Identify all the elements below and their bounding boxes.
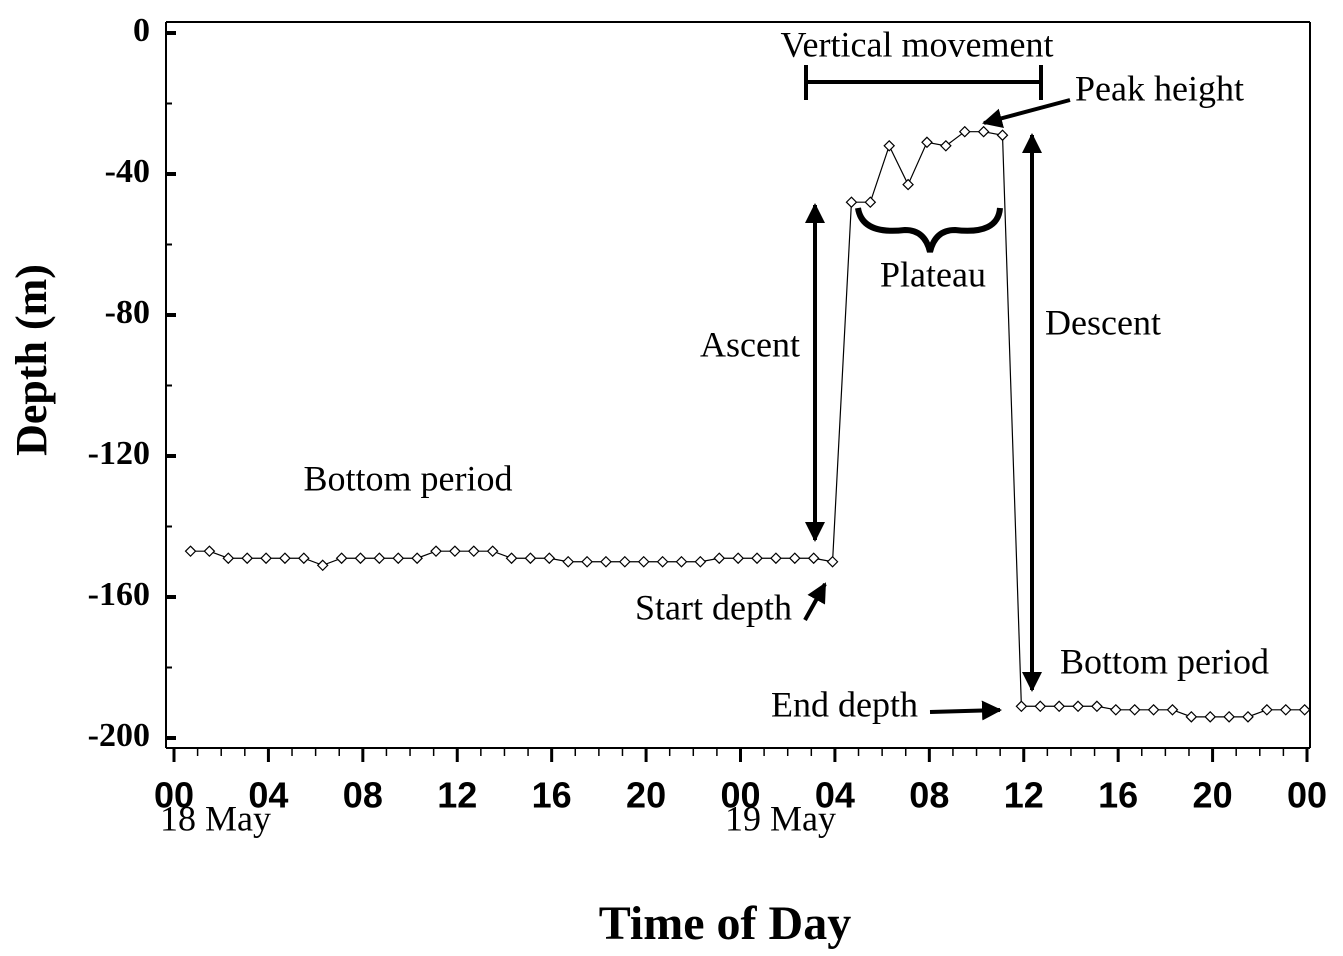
y-tick-label: -40	[105, 153, 150, 190]
y-tick-label: -160	[88, 576, 150, 613]
data-point	[1109, 703, 1122, 716]
data-point	[826, 555, 839, 568]
y-tick-label: -120	[88, 435, 150, 472]
x-tick-label: 00	[1287, 775, 1327, 816]
y-tick-label: -80	[105, 294, 150, 331]
data-point	[618, 555, 631, 568]
annotation: Vertical movement	[781, 24, 1054, 64]
y-axis-label: Depth (m)	[7, 264, 56, 456]
data-point	[1034, 700, 1047, 713]
data-point	[788, 552, 801, 565]
data-line	[190, 131, 1305, 718]
data-point	[1185, 711, 1198, 723]
data-point	[940, 139, 952, 152]
data-point	[977, 125, 990, 138]
data-point	[1091, 700, 1103, 713]
data-point	[958, 125, 971, 138]
x-tick-label: 16	[1098, 775, 1138, 816]
data-point	[260, 552, 272, 565]
annotation: Bottom period	[1060, 641, 1269, 681]
data-point	[1015, 700, 1028, 713]
annotation: Bottom period	[304, 458, 513, 498]
data-point	[883, 139, 896, 152]
data-point	[222, 552, 235, 565]
data-point	[1072, 700, 1084, 713]
data-point	[297, 552, 310, 565]
annotation: End depth	[771, 684, 918, 724]
data-point	[486, 545, 499, 558]
x-tick-label: 04	[815, 775, 855, 816]
x-tick-label: 16	[532, 775, 572, 816]
data-point	[1128, 703, 1141, 716]
data-point	[694, 555, 707, 568]
data-point	[637, 555, 650, 568]
annotation: Start depth	[635, 587, 792, 627]
data-point	[562, 555, 575, 568]
data-point	[543, 552, 556, 565]
y-tick-label: -200	[88, 717, 150, 754]
data-point	[430, 545, 442, 558]
x-tick-label: 08	[343, 775, 383, 816]
data-point	[713, 552, 726, 565]
annotation: Ascent	[700, 324, 800, 364]
x-tick-label: 12	[437, 775, 477, 816]
date-label: 19 May	[725, 798, 836, 838]
data-point	[770, 552, 782, 565]
data-point	[675, 555, 688, 568]
data-point	[279, 552, 291, 565]
data-point	[392, 552, 405, 565]
date-label: 18 May	[160, 798, 271, 838]
data-point	[241, 552, 254, 565]
frame	[165, 21, 1311, 749]
x-tick-label: 20	[1193, 775, 1233, 816]
data-point	[1053, 700, 1066, 713]
x-tick-label: 12	[1004, 775, 1044, 816]
data-point	[1242, 711, 1254, 723]
data-point	[316, 559, 329, 572]
data-point	[373, 552, 386, 565]
data-point	[335, 552, 348, 565]
data-point	[902, 178, 914, 191]
data-point	[1298, 703, 1311, 716]
data-point	[845, 196, 858, 209]
data-point	[1261, 703, 1273, 716]
annotation-shapes	[803, 65, 1071, 721]
data-point	[732, 552, 744, 565]
data-point	[1279, 703, 1292, 716]
x-tick-label: 00	[720, 775, 760, 816]
data-point	[203, 545, 216, 558]
data-point	[751, 552, 763, 565]
data-point	[921, 136, 933, 149]
x-axis-label: Time of Day	[599, 897, 851, 950]
data-point	[807, 552, 820, 565]
y-tick-label: 0	[133, 12, 150, 49]
data-point	[656, 555, 669, 568]
data-point	[449, 545, 461, 558]
data-point	[524, 552, 537, 565]
x-tick-label: 08	[909, 775, 949, 816]
x-tick-label: 00	[154, 775, 194, 816]
data-point	[996, 129, 1009, 142]
x-tick-label: 04	[248, 775, 288, 816]
data-point	[581, 555, 593, 568]
annotation: Peak height	[1075, 68, 1244, 108]
data-point	[505, 552, 518, 565]
annotation: Descent	[1045, 302, 1161, 342]
data-point	[600, 555, 612, 568]
data-point	[1166, 703, 1179, 716]
data-point	[354, 552, 367, 565]
data-point	[1147, 703, 1160, 716]
data-point	[1223, 711, 1235, 723]
annotation: Plateau	[880, 254, 986, 294]
data-point	[184, 545, 197, 558]
x-tick-label: 20	[626, 775, 666, 816]
data-point	[1204, 711, 1217, 723]
data-point	[467, 545, 480, 558]
data-point	[864, 196, 877, 209]
data-point	[411, 552, 423, 565]
